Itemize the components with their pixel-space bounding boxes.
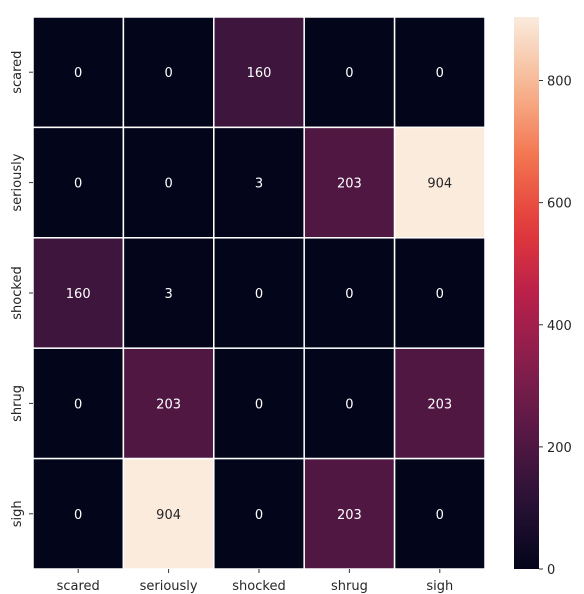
y-tick-label: sigh [10,500,25,527]
cell-value-label: 203 [156,397,181,412]
cell-value-label: 0 [255,508,263,523]
cell-value-label: 904 [156,508,181,523]
cell-value-label: 203 [337,508,362,523]
heatmap-cell [32,457,125,570]
heatmap-cell [213,16,305,129]
cell-value-label: 0 [345,287,353,302]
heatmap-cell [393,347,486,460]
cell-value-label: 203 [427,397,452,412]
heatmap-cell [393,457,486,570]
heatmap-cell [393,126,486,239]
heatmap-cell [122,16,215,129]
y-tick-label: shrug [10,385,25,422]
heatmap-cell [303,16,396,129]
heatmap-cell [213,126,305,239]
cell-value-label: 3 [164,287,172,302]
cell-value-label: 0 [164,177,172,192]
cell-value-label: 0 [345,397,353,412]
y-tick-label: shocked [10,266,25,319]
cell-value-label: 0 [74,397,82,412]
x-tick-label: scared [57,579,100,594]
y-tick-label: scared [10,51,25,94]
cell-value-label: 0 [74,66,82,81]
heatmap-cell [32,16,125,129]
colorbar-ticks: 0 200 400 600 800 [539,75,572,578]
heatmap-cell [122,457,215,570]
x-tick-label: shocked [232,579,285,594]
cell-value-label: 0 [74,177,82,192]
colorbar-gradient [514,17,539,569]
colorbar: 0 200 400 600 800 [514,17,572,578]
cell-value-label: 160 [247,66,272,81]
heatmap-cell [393,237,486,349]
cell-value-label: 0 [74,508,82,523]
cell-value-label: 160 [66,287,91,302]
heatmap-cells [32,16,486,570]
cell-value-label: 0 [164,66,172,81]
heatmap-cell [213,457,305,570]
y-tick-label: seriously [10,153,25,211]
y-axis-tick-labels: scared seriously shocked shrug sigh [10,51,33,527]
cell-value-label: 0 [255,397,263,412]
heatmap-cell [303,237,396,349]
cell-value-label: 0 [436,287,444,302]
heatmap-cell [122,237,215,349]
colorbar-tick-label: 0 [547,563,555,578]
heatmap-cell-labels: 0 0 160 0 0 0 0 3 203 904 160 3 0 0 0 0 203 0 0 203 0 904 0 203… [66,66,452,523]
colorbar-tick-label: 800 [547,75,572,90]
cell-value-label: 3 [255,177,263,192]
x-tick-label: shrug [331,579,368,594]
cell-value-label: 904 [427,177,452,192]
x-axis-tick-labels: scared seriously shocked shrug sigh [57,569,453,594]
heatmap-cell [122,347,215,460]
cell-value-label: 203 [337,177,362,192]
x-tick-label: sigh [426,579,453,594]
cell-value-label: 0 [436,508,444,523]
cell-value-label: 0 [345,66,353,81]
colorbar-tick-label: 200 [547,441,572,456]
x-tick-label: seriously [140,579,198,594]
heatmap-cell [303,347,396,460]
colorbar-tick-label: 600 [547,197,572,212]
cell-value-label: 0 [436,66,444,81]
heatmap-cell [213,347,305,460]
cell-value-label: 0 [255,287,263,302]
colorbar-tick-label: 400 [547,319,572,334]
